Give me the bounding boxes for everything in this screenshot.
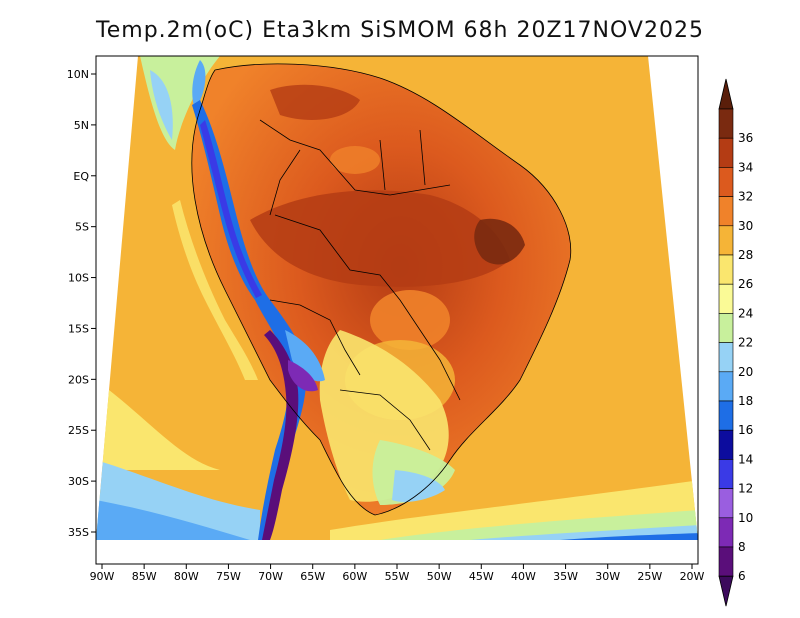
lon-label: 60W [342,570,367,583]
colorbar-label: 30 [738,219,753,233]
lon-label: 45W [469,570,494,583]
lat-label: 35S [68,526,89,539]
country-borders [191,63,572,516]
colorbar-label: 24 [738,306,753,320]
lon-label: 55W [385,570,410,583]
lat-label: 30S [68,475,89,488]
lon-label: 90W [90,570,115,583]
colorbar-swatch [718,488,734,519]
lon-label: 25W [637,570,662,583]
lon-label: 20W [680,570,705,583]
colorbar-swatch [718,108,734,139]
lat-label: 5S [75,221,89,234]
colorbar-label: 34 [738,160,753,174]
longitude-axis: 90W 85W 80W 75W 70W 65W 60W 55W 50W 45W 40W 35W 30W 2… [90,564,705,583]
lon-label: 65W [300,570,325,583]
latitude-axis: 10N 5N EQ 5S 10S 15S 20S 25S 30S 35S [67,68,96,539]
lon-label: 50W [427,570,452,583]
lat-label: 10N [67,68,89,81]
colorbar-label: 20 [738,365,753,379]
colorbar-label: 18 [738,394,753,408]
colorbar-swatch [718,459,734,489]
colorbar-swatch [718,225,734,256]
lon-label: 35W [553,570,578,583]
colorbar-swatch [718,517,734,548]
colorbar-swatch [718,167,734,197]
colorbar-swatch [718,429,734,460]
lat-label: 20S [68,373,89,386]
colorbar-swatch [718,313,734,343]
colorbar-label: 26 [738,277,753,291]
lon-label: 85W [132,570,157,583]
lon-label: 70W [258,570,283,583]
colorbar-label: 12 [738,482,753,496]
lat-label: 25S [68,424,89,437]
colorbar-swatch [718,254,734,285]
colorbar-swatch [718,400,734,431]
colorbar: 6 8 10 12 14 16 18 20 22 24 26 28 30 32 34 36 [718,78,753,607]
colorbar-swatch [718,283,734,314]
colorbar-swatch [718,371,734,402]
lon-label: 80W [174,570,199,583]
colorbar-label: 22 [738,336,753,350]
colorbar-label: 36 [738,131,753,145]
lon-label: 30W [595,570,620,583]
colorbar-label: 6 [738,569,746,583]
colorbar-swatch [718,137,734,168]
colorbar-swatch [718,196,734,227]
colorbar-swatch [718,546,734,577]
colorbar-over-arrow [718,78,734,110]
lon-label: 75W [216,570,241,583]
lat-label: 5N [74,119,89,132]
colorbar-label: 28 [738,248,753,262]
temperature-field [96,56,698,540]
lat-label: 15S [68,322,89,335]
colorbar-label: 8 [738,540,746,554]
colorbar-swatch [718,342,734,373]
colorbar-label: 10 [738,511,753,525]
colorbar-label: 32 [738,190,753,204]
colorbar-label: 14 [738,452,753,466]
map-title: Temp.2m(oC) Eta3km SiSMOM 68h 20Z17NOV20… [96,18,704,43]
lat-label: 10S [68,272,89,285]
lon-label: 40W [511,570,536,583]
colorbar-label: 16 [738,423,753,437]
colorbar-under-arrow [718,575,734,607]
lat-label: EQ [73,170,89,183]
